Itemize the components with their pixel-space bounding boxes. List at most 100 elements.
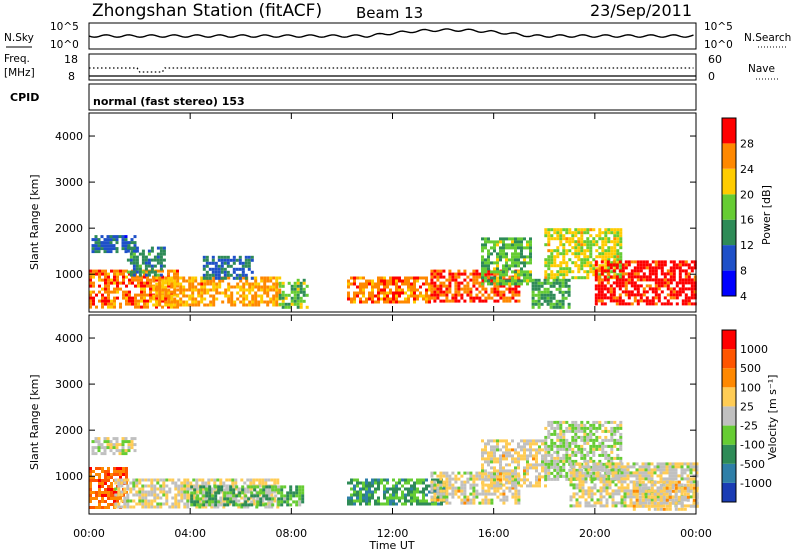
echo-cell	[487, 442, 490, 446]
echo-cell	[674, 477, 678, 481]
echo-cell	[508, 296, 512, 300]
echo-cell	[666, 293, 670, 297]
echo-cell	[657, 293, 661, 297]
echo-cell	[644, 471, 648, 475]
echo-cell	[592, 441, 596, 445]
echo-cell	[617, 489, 621, 493]
echo-cell	[122, 269, 125, 273]
echo-cell	[98, 269, 101, 273]
echo-cell	[451, 293, 455, 297]
echo-cell	[592, 240, 596, 244]
echo-cell	[202, 503, 206, 507]
echo-cell	[250, 500, 254, 504]
echo-cell	[466, 293, 470, 297]
echo-cell	[271, 488, 275, 492]
echo-cell	[155, 294, 159, 298]
echo-cell	[581, 465, 585, 469]
echo-cell	[659, 492, 663, 496]
echo-cell	[433, 486, 437, 490]
echo-cell	[436, 474, 440, 478]
echo-cell	[526, 472, 529, 476]
echo-cell	[141, 258, 145, 262]
echo-cell	[133, 449, 137, 453]
echo-cell	[152, 303, 156, 307]
echo-cell	[668, 492, 672, 496]
echo-cell	[505, 448, 508, 452]
echo-cell	[146, 305, 149, 309]
echo-cell	[206, 282, 210, 286]
echo-cell	[147, 252, 151, 256]
x-tick-label: 16:00	[478, 527, 510, 540]
echo-cell	[125, 284, 128, 288]
echo-cell	[602, 480, 606, 484]
echo-cell	[508, 489, 512, 493]
echo-cell	[499, 475, 502, 479]
echo-cell	[122, 293, 125, 297]
echo-cell	[686, 462, 690, 466]
echo-cell	[633, 281, 637, 285]
echo-cell	[532, 463, 535, 467]
echo-cell	[586, 264, 590, 268]
echo-cell	[162, 502, 166, 506]
station-title: Zhongshan Station (fitACF)	[92, 1, 322, 21]
echo-cell	[284, 305, 288, 309]
echo-cell	[275, 282, 279, 286]
echo-cell	[484, 287, 488, 291]
echo-cell	[553, 273, 557, 277]
echo-cell	[693, 302, 697, 306]
echo-cell	[124, 452, 128, 456]
echo-cell	[567, 305, 571, 309]
echo-cell	[583, 453, 587, 457]
echo-cell	[593, 483, 597, 487]
echo-cell	[549, 296, 553, 300]
echo-cell	[177, 499, 181, 503]
noise-search-tick-low: 10^0	[704, 39, 733, 51]
echo-cell	[156, 505, 160, 509]
echo-cell	[95, 497, 98, 500]
echo-cell	[234, 478, 238, 482]
echo-cell	[138, 487, 142, 491]
echo-cell	[544, 264, 548, 268]
echo-cell	[161, 297, 165, 301]
echo-cell	[425, 291, 428, 295]
echo-cell	[237, 505, 241, 509]
echo-cell	[365, 285, 368, 289]
echo-cell	[683, 486, 687, 490]
echo-cell	[469, 290, 473, 294]
echo-cell	[668, 465, 672, 469]
echo-region	[278, 278, 309, 309]
echo-cell	[511, 252, 514, 256]
echo-cell	[693, 293, 697, 297]
echo-cell	[496, 240, 499, 244]
echo-cell	[594, 269, 598, 273]
echo-cell	[490, 481, 493, 485]
echo-cell	[565, 438, 569, 442]
echo-cell	[362, 300, 365, 304]
echo-cell	[208, 500, 212, 504]
echo-cell	[104, 470, 107, 473]
echo-cell	[508, 237, 511, 241]
echo-cell	[613, 456, 617, 460]
echo-cell	[186, 478, 190, 482]
echo-cell	[170, 300, 174, 304]
echo-cell	[430, 474, 434, 478]
echo-cell	[258, 493, 262, 497]
echo-cell	[392, 279, 395, 283]
echo-cell	[129, 481, 133, 485]
echo-cell	[523, 439, 526, 443]
echo-cell	[120, 499, 124, 503]
echo-cell	[493, 281, 497, 285]
echo-cell	[580, 462, 584, 466]
echo-cell	[92, 299, 95, 303]
echo-cell	[273, 478, 277, 482]
echo-cell	[499, 469, 502, 473]
echo-cell	[532, 454, 535, 458]
echo-cell	[371, 493, 374, 497]
echo-cell	[487, 486, 491, 490]
echo-cell	[368, 297, 371, 301]
echo-cell	[663, 278, 667, 282]
echo-cell	[192, 493, 196, 497]
echo-cell	[194, 288, 198, 292]
echo-cell	[502, 501, 506, 505]
echo-cell	[611, 462, 615, 466]
